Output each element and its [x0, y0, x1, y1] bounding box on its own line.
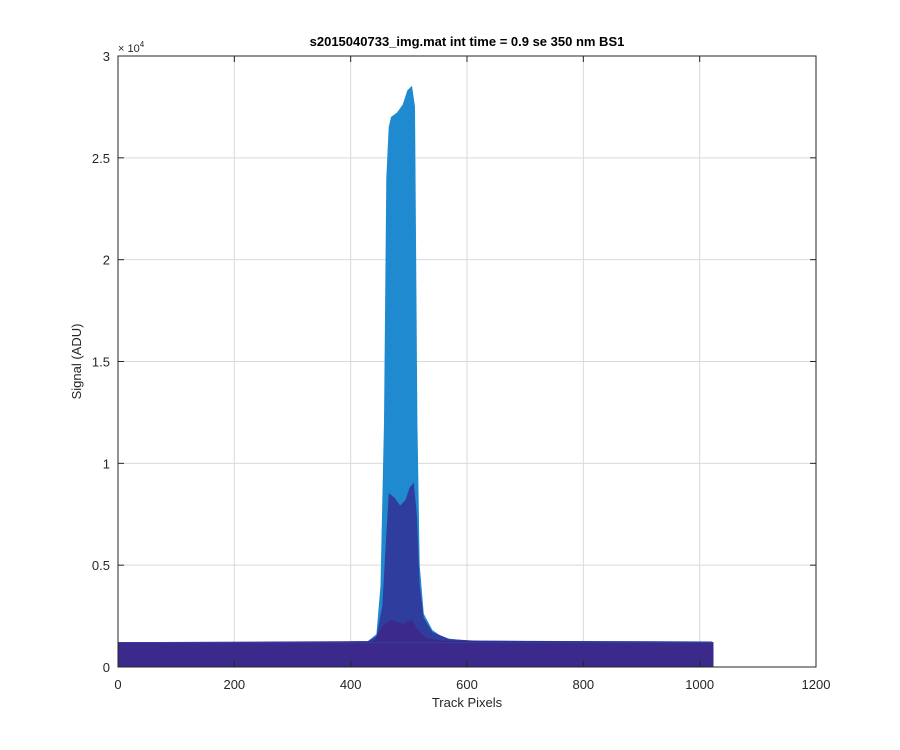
y-tick-label: 1	[103, 456, 110, 471]
grid-lines	[117, 55, 817, 668]
y-tick-label: 2	[103, 253, 110, 268]
y-tick-label: 0	[103, 660, 110, 675]
y-exponent-power: 4	[140, 40, 145, 49]
y-axis-label: Signal (ADU)	[69, 324, 84, 400]
y-tick-label: 1.5	[92, 355, 110, 370]
y-exponent-base: × 10	[118, 43, 140, 55]
series-areas	[117, 85, 714, 668]
axis-ticks: 0 200 400 600 800 1000 1200 0 0.5 1 1.5 2 2.5 3	[92, 49, 831, 692]
x-tick-label: 400	[340, 677, 362, 692]
x-tick-label: 200	[223, 677, 245, 692]
x-tick-label: 1000	[685, 677, 714, 692]
y-axis-exponent: × 104	[118, 40, 145, 55]
x-tick-label: 0	[114, 677, 121, 692]
series-area-3	[117, 619, 714, 668]
y-tick-label: 3	[103, 49, 110, 64]
x-tick-label: 800	[572, 677, 594, 692]
x-tick-label: 1200	[802, 677, 831, 692]
x-axis-label: Track Pixels	[432, 695, 503, 710]
y-tick-label: 0.5	[92, 558, 110, 573]
y-tick-label: 2.5	[92, 151, 110, 166]
x-tick-label: 600	[456, 677, 478, 692]
chart-title: s2015040733_img.mat int time = 0.9 se 35…	[310, 34, 625, 49]
